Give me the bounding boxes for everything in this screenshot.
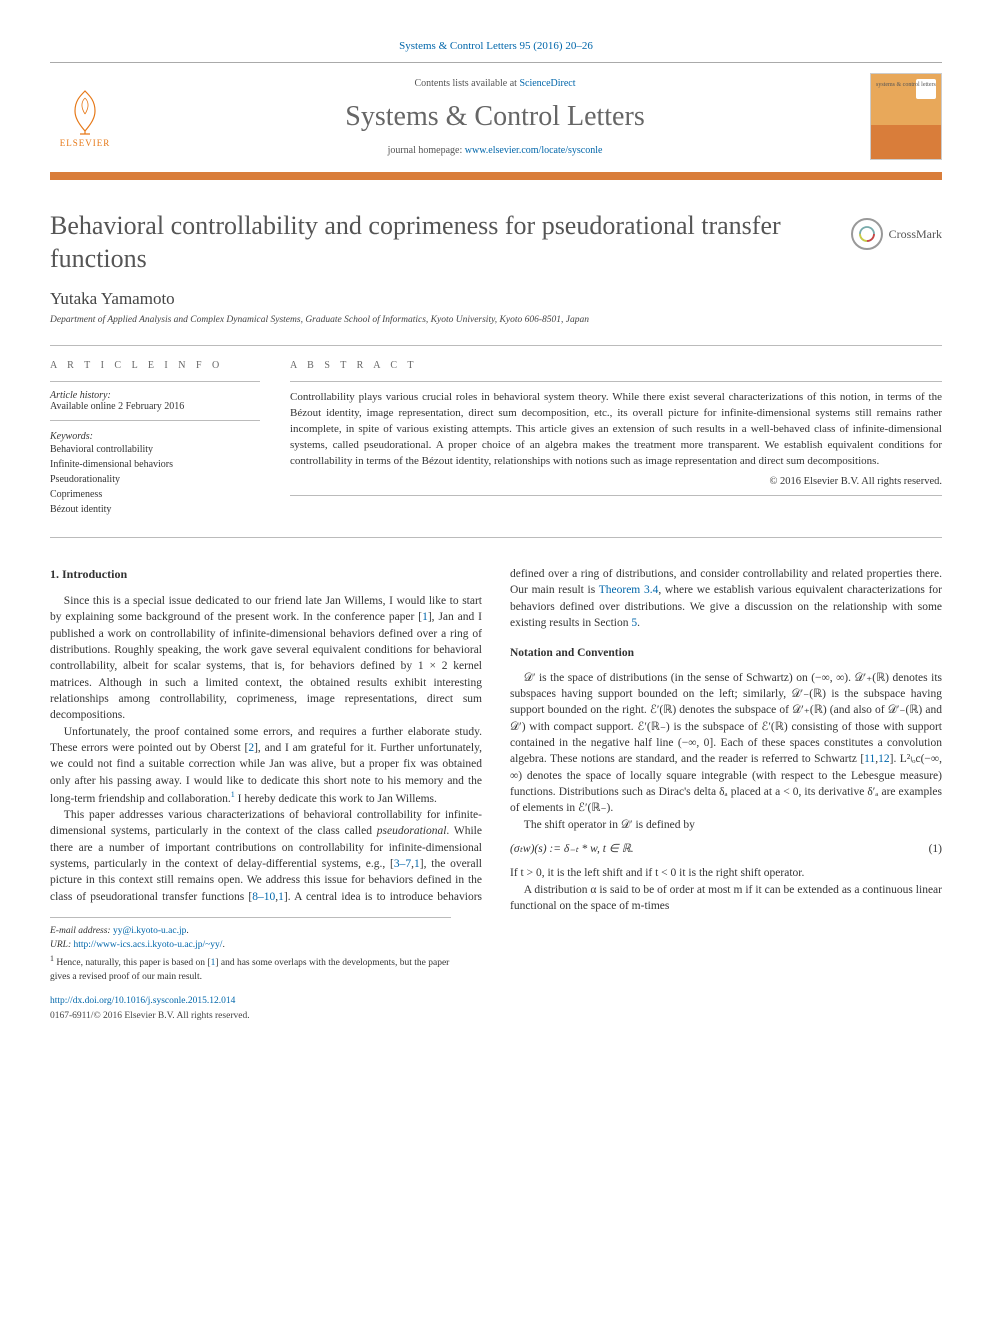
abstract-divider [290, 495, 942, 496]
elsevier-label: ELSEVIER [60, 138, 111, 148]
email-line: E-mail address: yy@i.kyoto-u.ac.jp. [50, 924, 451, 938]
abstract-copyright: © 2016 Elsevier B.V. All rights reserved… [290, 476, 942, 487]
abstract-text: Controllability plays various crucial ro… [290, 390, 942, 470]
doi-block: http://dx.doi.org/10.1016/j.sysconle.201… [50, 994, 451, 1023]
homepage-line: journal homepage: www.elsevier.com/locat… [135, 145, 855, 156]
author-url-link[interactable]: http://www-ics.acs.i.kyoto-u.ac.jp/~yy/ [74, 940, 223, 950]
equation: (σₜw)(s) := δ₋ₜ * w, t ∈ ℝ. (1) [510, 841, 942, 857]
journal-header: ELSEVIER Contents lists available at Sci… [50, 62, 942, 180]
article-header: Behavioral controllability and coprimene… [50, 210, 942, 325]
subsection-title: Notation and Convention [510, 645, 942, 661]
issn-copyright: 0167-6911/© 2016 Elsevier B.V. All right… [50, 1011, 250, 1021]
citation-link[interactable]: 11 [864, 753, 875, 765]
equation-body: (σₜw)(s) := δ₋ₜ * w, t ∈ ℝ. [510, 841, 634, 857]
keyword: Behavioral controllability [50, 442, 260, 457]
author-name[interactable]: Yutaka Yamamoto [50, 289, 851, 309]
abstract-divider [290, 381, 942, 382]
divider [50, 345, 942, 346]
info-divider [50, 381, 260, 382]
paragraph: If t > 0, it is the left shift and if t … [510, 865, 942, 881]
paragraph: The shift operator in 𝒟′ is defined by [510, 817, 942, 833]
page-footer: E-mail address: yy@i.kyoto-u.ac.jp. URL:… [50, 917, 451, 1023]
abstract-head: A B S T R A C T [290, 360, 942, 371]
elsevier-logo[interactable]: ELSEVIER [50, 82, 120, 152]
elsevier-tree-icon [60, 86, 110, 136]
cover-label: systems & control letters [876, 82, 936, 88]
paragraph: A distribution α is said to be of order … [510, 882, 942, 915]
history-text: Available online 2 February 2016 [50, 401, 260, 412]
article-info-block: A R T I C L E I N F O Article history: A… [50, 360, 260, 517]
article-page: Systems & Control Letters 95 (2016) 20–2… [0, 0, 992, 1063]
keyword: Bézout identity [50, 502, 260, 517]
paragraph: Since this is a special issue dedicated … [50, 593, 482, 724]
paragraph: Unfortunately, the proof contained some … [50, 724, 482, 807]
paragraph: 𝒟′ is the space of distributions (in the… [510, 670, 942, 817]
citation-link[interactable]: 3–7 [394, 858, 411, 870]
info-abstract-row: A R T I C L E I N F O Article history: A… [50, 360, 942, 517]
author-email-link[interactable]: yy@i.kyoto-u.ac.jp [113, 926, 186, 936]
info-divider [50, 420, 260, 421]
journal-cover-thumbnail[interactable]: systems & control letters [870, 73, 942, 160]
doi-link[interactable]: http://dx.doi.org/10.1016/j.sysconle.201… [50, 996, 235, 1006]
sciencedirect-link[interactable]: ScienceDirect [519, 78, 575, 89]
keyword: Pseudorationality [50, 472, 260, 487]
citation-link[interactable]: 12 [878, 753, 890, 765]
keyword: Infinite-dimensional behaviors [50, 457, 260, 472]
abstract-block: A B S T R A C T Controllability plays va… [290, 360, 942, 517]
journal-homepage-link[interactable]: www.elsevier.com/locate/sysconle [465, 145, 603, 156]
theorem-link[interactable]: Theorem 3.4 [599, 584, 659, 596]
author-affiliation: Department of Applied Analysis and Compl… [50, 315, 851, 325]
title-block: Behavioral controllability and coprimene… [50, 210, 851, 325]
top-citation: Systems & Control Letters 95 (2016) 20–2… [50, 40, 942, 52]
section-title: 1. Introduction [50, 566, 482, 583]
keyword: Coprimeness [50, 487, 260, 502]
article-info-head: A R T I C L E I N F O [50, 360, 260, 371]
history-label: Article history: [50, 390, 260, 401]
url-line: URL: http://www-ics.acs.i.kyoto-u.ac.jp/… [50, 938, 451, 952]
divider [50, 537, 942, 538]
contents-prefix: Contents lists available at [414, 78, 519, 89]
contents-line: Contents lists available at ScienceDirec… [135, 78, 855, 89]
article-title: Behavioral controllability and coprimene… [50, 210, 851, 275]
crossmark-widget[interactable]: CrossMark [851, 218, 942, 250]
article-body: 1. Introduction Since this is a special … [50, 566, 942, 914]
crossmark-label: CrossMark [889, 227, 942, 242]
footnote-1: 1 Hence, naturally, this paper is based … [50, 953, 451, 985]
homepage-prefix: journal homepage: [388, 145, 465, 156]
equation-number: (1) [929, 841, 942, 857]
journal-name: Systems & Control Letters [135, 101, 855, 133]
keywords-label: Keywords: [50, 431, 260, 442]
crossmark-icon [851, 218, 883, 250]
citation-link[interactable]: 8–10 [252, 891, 275, 903]
journal-header-center: Contents lists available at ScienceDirec… [135, 78, 855, 156]
